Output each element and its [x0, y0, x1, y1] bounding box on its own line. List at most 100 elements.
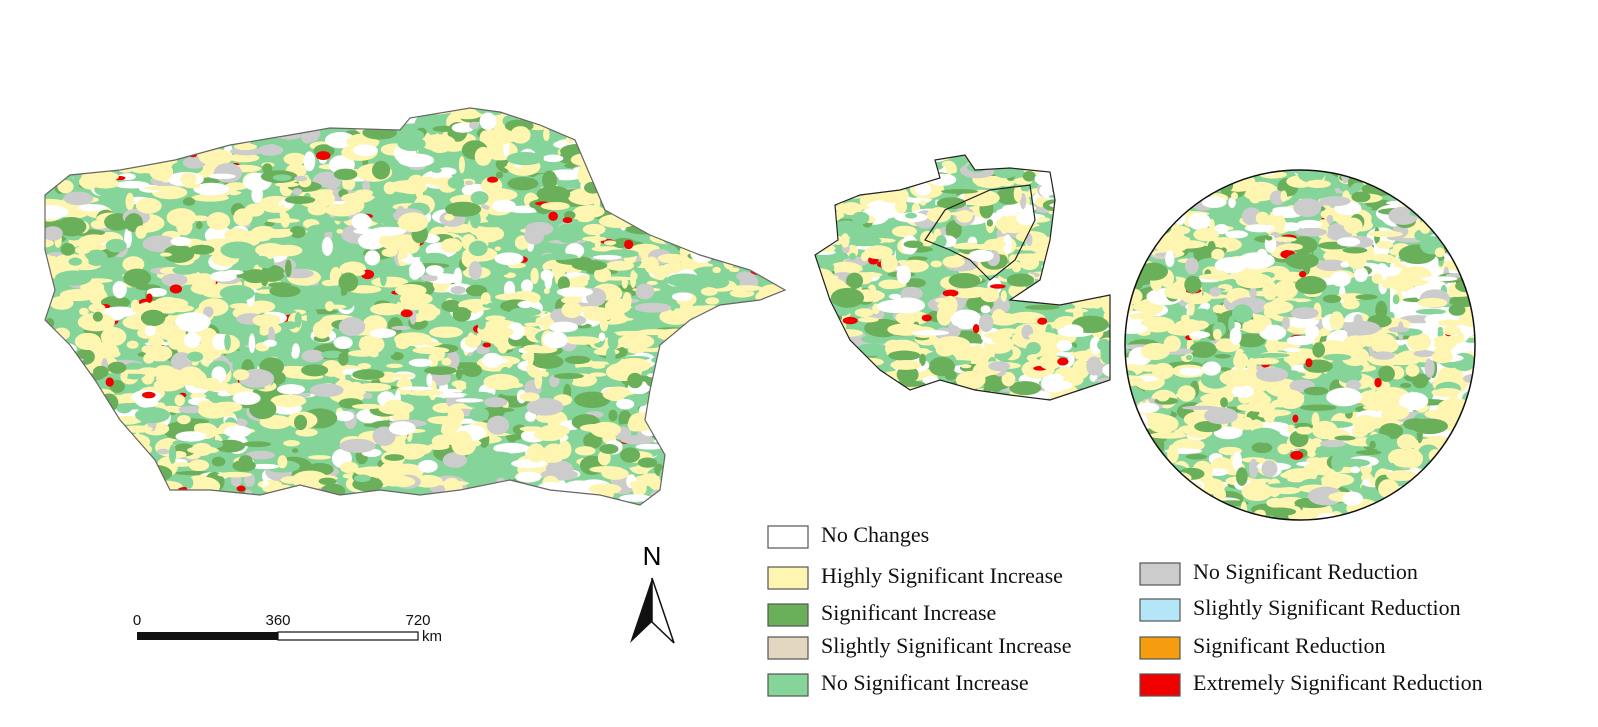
land-patch [105, 377, 114, 387]
land-patch [654, 138, 663, 153]
land-patch [248, 496, 264, 505]
land-patch [1125, 416, 1144, 432]
land-patch [1451, 229, 1473, 246]
land-patch [589, 372, 607, 377]
land-patch [292, 188, 303, 196]
land-patch [772, 402, 784, 417]
land-patch [815, 155, 833, 166]
land-patch [1184, 275, 1202, 294]
land-patch [45, 238, 54, 248]
land-patch [1431, 516, 1448, 520]
land-patch [51, 471, 77, 485]
land-patch [425, 265, 444, 276]
land-patch [431, 104, 455, 108]
land-patch [283, 440, 300, 447]
land-patch [74, 388, 103, 402]
land-patch [1424, 409, 1454, 419]
land-patch [191, 194, 229, 202]
land-patch [1457, 181, 1475, 197]
land-patch [351, 213, 372, 230]
land-patch [744, 149, 761, 160]
land-patch [486, 415, 510, 435]
land-patch [477, 221, 506, 228]
land-patch [1071, 207, 1102, 214]
land-patch [183, 332, 201, 348]
land-patch [103, 133, 140, 139]
land-patch [1079, 188, 1088, 208]
land-patch [334, 410, 354, 422]
land-patch [719, 350, 733, 360]
land-patch [1388, 326, 1409, 333]
land-patch [780, 475, 785, 486]
land-patch [1417, 297, 1448, 308]
land-patch [663, 138, 678, 154]
land-patch [1050, 232, 1085, 242]
land-patch [169, 284, 183, 294]
land-patch [763, 439, 772, 450]
land-patch [270, 394, 307, 408]
land-patch [651, 157, 681, 168]
land-patch [1454, 478, 1475, 495]
land-patch [748, 350, 778, 360]
land-patch [1340, 261, 1351, 268]
land-patch [677, 457, 702, 470]
land-patch [45, 493, 46, 500]
land-patch [750, 256, 782, 266]
land-patch [637, 457, 658, 468]
land-patch [752, 454, 762, 474]
land-patch [418, 459, 438, 473]
land-patch [750, 416, 779, 435]
land-patch [78, 399, 106, 411]
land-patch [743, 342, 753, 348]
land-patch [647, 212, 660, 227]
land-patch [52, 327, 71, 341]
land-patch [1410, 175, 1434, 181]
land-patch [755, 288, 785, 305]
land-patch [208, 439, 223, 449]
land-patch [542, 170, 558, 190]
land-patch [604, 240, 617, 246]
land-patch [903, 161, 921, 171]
land-patch [217, 129, 245, 142]
land-patch [507, 322, 525, 341]
land-patch [634, 140, 657, 160]
land-patch [1089, 225, 1110, 239]
land-patch [783, 418, 785, 430]
land-patch [132, 490, 140, 503]
land-patch [1266, 497, 1285, 508]
land-patch [213, 163, 243, 183]
land-patch [577, 496, 614, 505]
land-patch [1078, 271, 1090, 281]
land-patch [1062, 238, 1094, 251]
land-patch [928, 387, 954, 397]
land-patch [1126, 205, 1134, 224]
land-patch [177, 366, 204, 386]
land-patch [815, 367, 832, 378]
land-patch [850, 181, 888, 187]
land-patch [458, 108, 476, 110]
land-patch [724, 210, 737, 227]
land-patch [197, 108, 231, 113]
land-patch [276, 119, 286, 137]
land-patch [1125, 245, 1142, 260]
land-patch [519, 392, 540, 402]
land-patch [691, 117, 706, 131]
scale-label: 720 [405, 612, 430, 629]
land-patch [384, 108, 415, 117]
land-patch [352, 369, 385, 380]
land-patch [1411, 182, 1424, 189]
land-patch [1174, 186, 1199, 204]
land-patch [1125, 198, 1154, 207]
land-patch [1388, 272, 1416, 292]
scale-unit: km [422, 628, 442, 645]
land-patch [1212, 328, 1222, 340]
land-patch [775, 171, 785, 186]
land-patch [1179, 367, 1203, 376]
land-patch [1395, 509, 1434, 520]
land-patch [101, 101, 120, 105]
land-patch [452, 307, 471, 322]
land-patch [900, 286, 923, 301]
land-patch [1076, 224, 1105, 245]
land-patch [1305, 179, 1331, 189]
land-patch [194, 272, 202, 289]
